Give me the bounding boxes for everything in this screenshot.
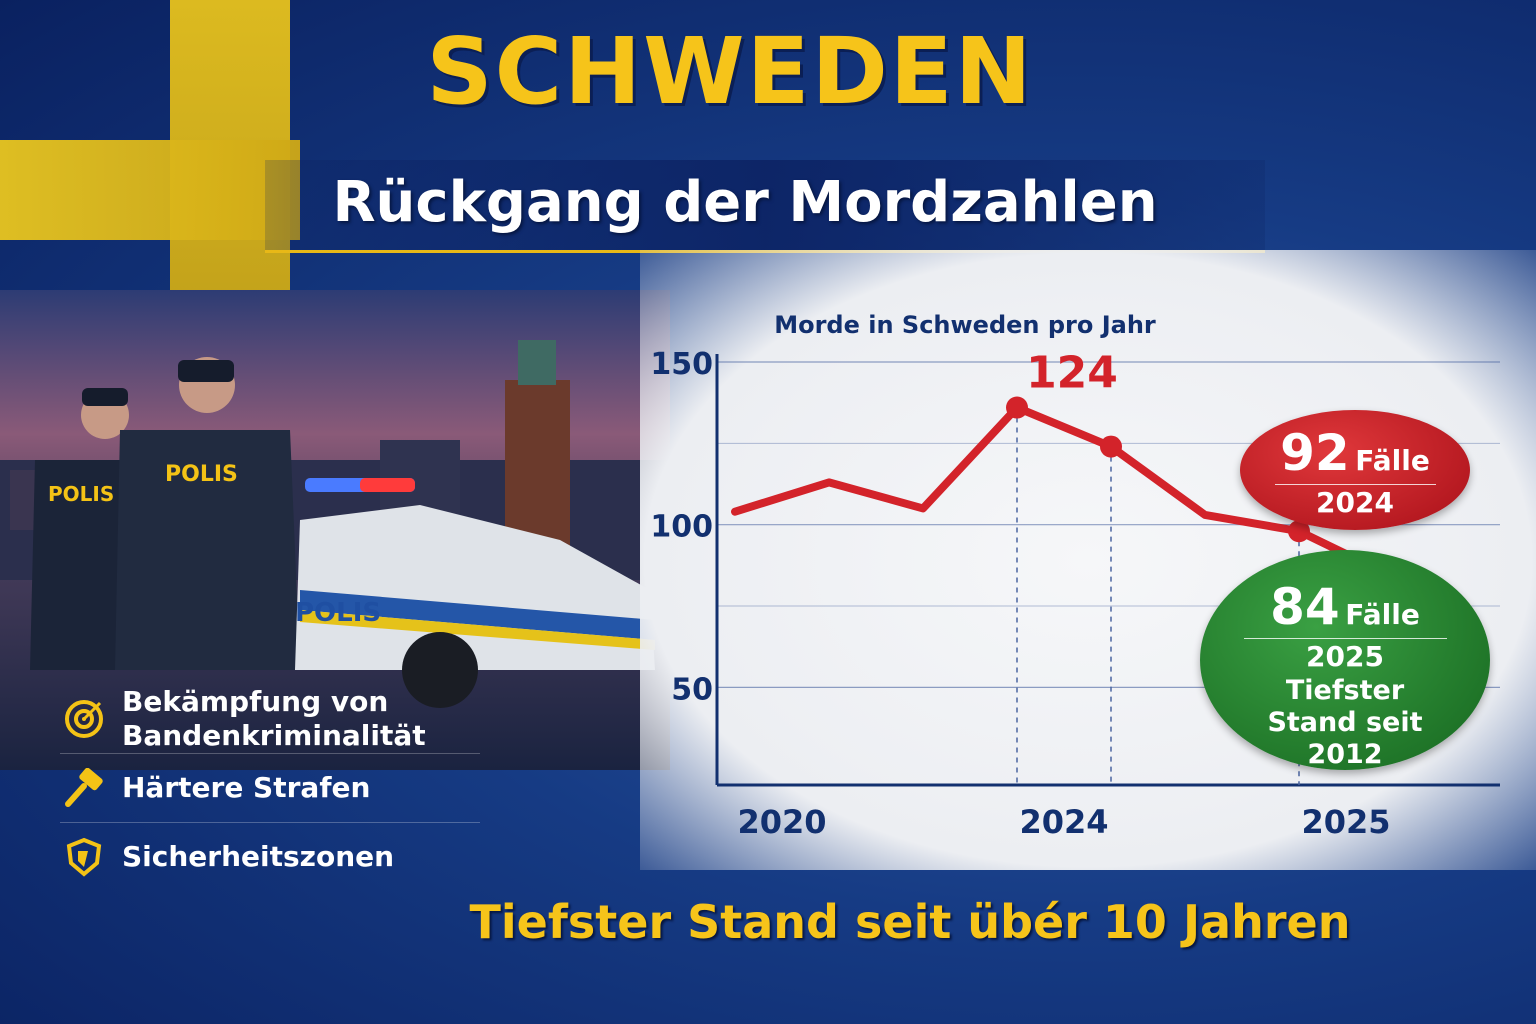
callout-2025-unit: Fälle: [1345, 598, 1420, 631]
police-photo: POLIS POLIS POLIS: [0, 290, 670, 770]
car-polis-label: POLIS: [295, 598, 382, 628]
chart-title: Morde in Schweden pro Jahr: [774, 311, 1156, 339]
page-title: SCHWEDEN: [426, 18, 1034, 125]
page-subtitle: Rückgang der Mordzahlen: [332, 170, 1158, 235]
footer-headline: Tiefster Stand seit übér 10 Jahren: [469, 895, 1351, 949]
officer-right: [115, 430, 300, 670]
subtitle-bar: [265, 160, 1265, 253]
swedish-flag-horizontal: [0, 140, 300, 240]
gavel-icon: [60, 764, 108, 812]
measure-label: Bekämpfung von Bandenkriminalität: [122, 685, 426, 752]
x-tick-label: 2020: [737, 803, 826, 841]
data-point: [1288, 520, 1310, 543]
series-line: [731, 403, 1397, 581]
callout-2024-unit: Fälle: [1355, 444, 1430, 477]
target-icon: [60, 695, 108, 743]
y-tick-label: 150: [650, 347, 713, 382]
polis-badge-right: POLIS: [165, 462, 238, 487]
peak-label: 124: [1026, 348, 1118, 399]
callout-2024-year: 2024: [1316, 486, 1394, 519]
measure-item-security-zones: Sicherheitszonen: [60, 823, 480, 891]
measure-label: Sicherheitszonen: [122, 840, 395, 873]
measure-label: Härtere Strafen: [122, 771, 371, 804]
x-tick-label: 2025: [1301, 803, 1390, 841]
shield-icon: [60, 833, 108, 881]
polis-badge-left: POLIS: [48, 482, 115, 506]
tower-top: [518, 340, 556, 385]
data-point: [1006, 396, 1028, 419]
callout-2025-note: Tiefster Stand seit 2012: [1267, 675, 1423, 770]
measures-list: Bekämpfung von Bandenkriminalität Härter…: [60, 685, 480, 891]
y-tick-label: 50: [671, 672, 713, 707]
measure-item-gang-crime: Bekämpfung von Bandenkriminalität: [60, 685, 480, 754]
callout-2025: 84 Fälle 2025 Tiefster Stand seit 2012: [1200, 550, 1490, 770]
callout-2025-year: 2025: [1306, 640, 1384, 673]
y-tick-label: 100: [650, 510, 713, 545]
callout-2024-value: 92: [1280, 424, 1350, 482]
police-scene: [0, 340, 670, 708]
data-point: [1100, 435, 1122, 458]
x-tick-label: 2024: [1019, 803, 1108, 841]
measure-item-penalties: Härtere Strafen: [60, 754, 480, 823]
callout-2025-value: 84: [1270, 578, 1340, 636]
callout-2024: 92 Fälle 2024: [1240, 410, 1470, 530]
